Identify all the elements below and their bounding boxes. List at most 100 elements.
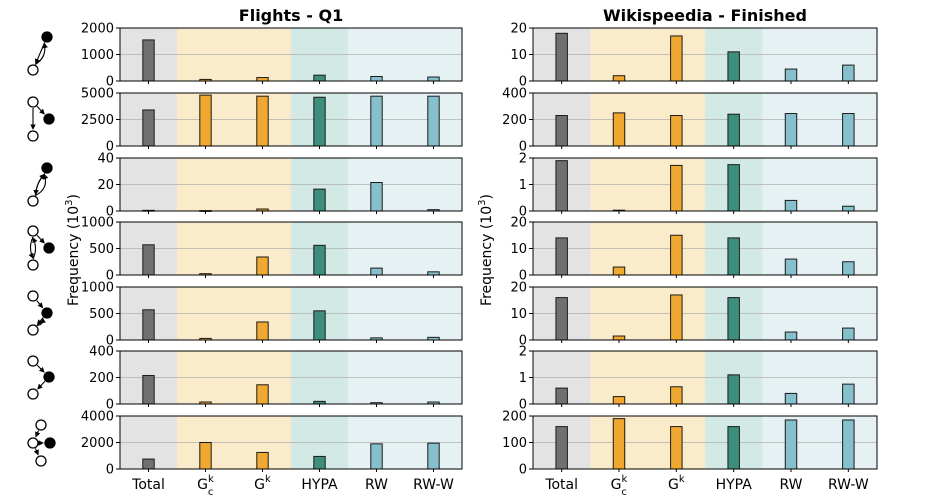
bar-gk — [670, 164, 683, 212]
y-tick-label: 1000 — [81, 216, 114, 231]
bar-rw-w — [842, 64, 855, 82]
panel-7: 0 2000 4000 — [81, 410, 463, 478]
x-tick-label: Gk c — [197, 474, 214, 498]
y-tick-label: 0 — [106, 463, 114, 478]
bar-total — [555, 115, 568, 147]
bar-hypa — [313, 455, 326, 470]
y-axis-label-exponent: 3 — [477, 200, 488, 206]
bar-hypa — [313, 96, 326, 147]
y-tick-label: 1 — [519, 371, 527, 386]
filled-node-icon — [43, 113, 55, 125]
y-tick-label: 10 — [510, 307, 527, 322]
bar-rw — [370, 182, 383, 212]
bar-rw — [370, 443, 383, 470]
open-node-icon — [35, 455, 47, 467]
open-node-icon — [27, 388, 39, 400]
y-axis-label-close: ) — [479, 194, 495, 199]
motif-7-icon — [27, 419, 56, 467]
y-axis-label: Frequency (103) — [477, 194, 495, 306]
open-node-icon — [27, 225, 39, 237]
directed-edge-icon — [36, 105, 45, 115]
bar-hypa — [313, 244, 326, 276]
panel-3: 0 1 2 — [519, 152, 878, 220]
y-tick-label: 10 — [510, 48, 527, 63]
directed-edge-icon — [34, 42, 46, 65]
bar-rw-w — [842, 205, 855, 212]
x-tick-label: Gk c — [611, 474, 628, 498]
y-tick-label: 4000 — [81, 410, 114, 425]
x-tick-label: RW-W — [413, 477, 454, 493]
x-tick-sup: k — [208, 474, 214, 485]
bar-hypa — [727, 237, 740, 276]
bar-gck — [612, 112, 626, 147]
filled-node-icon — [41, 307, 53, 319]
bar-gk — [256, 256, 269, 276]
directed-edge-icon — [32, 237, 38, 260]
y-tick-label: 400 — [89, 345, 114, 360]
bar-gk — [256, 95, 269, 147]
y-tick-label: 500 — [89, 307, 114, 322]
panel-1: 0 1000 2000 — [81, 22, 463, 90]
motif-6-icon — [27, 355, 55, 400]
x-tick-label: RW — [779, 477, 802, 493]
panel-2: 0 2500 5000 — [81, 87, 463, 155]
x-tick-base: RW — [365, 477, 388, 493]
x-tick-sup: k — [679, 474, 685, 485]
bar-total — [555, 237, 568, 276]
open-node-icon — [35, 419, 47, 431]
y-tick-label: 500 — [89, 242, 114, 257]
y-tick-label: 0 — [106, 398, 114, 413]
y-tick-label: 2 — [519, 345, 527, 360]
bar-rw — [370, 75, 383, 82]
bar-gk — [256, 451, 269, 470]
motif-3-icon — [27, 162, 53, 207]
open-node-icon — [27, 96, 39, 108]
x-tick-label: Total — [544, 477, 578, 493]
bar-total — [555, 426, 568, 470]
y-tick-label: 2500 — [81, 113, 114, 128]
bar-gck — [199, 94, 212, 147]
bar-rw-w — [427, 76, 440, 82]
panel-2: 0 200 400 — [502, 87, 878, 155]
x-tick-label: RW — [365, 477, 388, 493]
y-tick-label: 20 — [510, 281, 527, 296]
bar-total — [555, 160, 568, 212]
bar-total — [142, 309, 155, 341]
y-tick-label: 0 — [519, 205, 527, 220]
y-tick-label: 10 — [510, 242, 527, 257]
bar-total — [555, 297, 568, 341]
open-node-icon — [27, 259, 39, 271]
bar-gck — [612, 335, 626, 341]
bar-gk — [256, 384, 269, 405]
y-tick-label: 2000 — [81, 22, 114, 37]
y-axis-label-close: ) — [66, 194, 82, 199]
directed-edge-icon — [35, 430, 41, 438]
filled-node-icon — [41, 162, 53, 174]
x-tick-base: Total — [544, 477, 578, 493]
y-axis-label-text: Frequency (10 — [66, 206, 82, 306]
directed-edge-icon — [37, 380, 46, 390]
panel-3: 0 20 40 — [97, 152, 463, 220]
x-tick-base: RW — [779, 477, 802, 493]
y-tick-label: 0 — [519, 75, 527, 90]
x-tick-sub: c — [208, 487, 214, 498]
y-tick-label: 0 — [106, 205, 114, 220]
bar-gck — [612, 266, 626, 276]
bar-gk — [256, 77, 269, 82]
filled-node-icon — [43, 371, 55, 383]
bar-rw — [784, 68, 798, 82]
directed-edge-icon — [36, 300, 44, 309]
panel-4: 0 500 1000 — [81, 216, 463, 284]
directed-edge-icon — [36, 364, 45, 373]
bar-rw-w — [427, 95, 440, 147]
motif-icons — [27, 31, 56, 467]
motif-2-icon — [27, 96, 55, 142]
bar-total — [142, 244, 155, 276]
open-node-icon — [27, 290, 39, 302]
y-tick-label: 2 — [519, 152, 527, 167]
bar-gck — [199, 442, 212, 470]
motif-4-icon — [27, 225, 55, 271]
panel-6: 0 200 400 — [89, 345, 463, 413]
y-tick-label: 0 — [106, 334, 114, 349]
directed-edge-icon — [36, 317, 46, 326]
